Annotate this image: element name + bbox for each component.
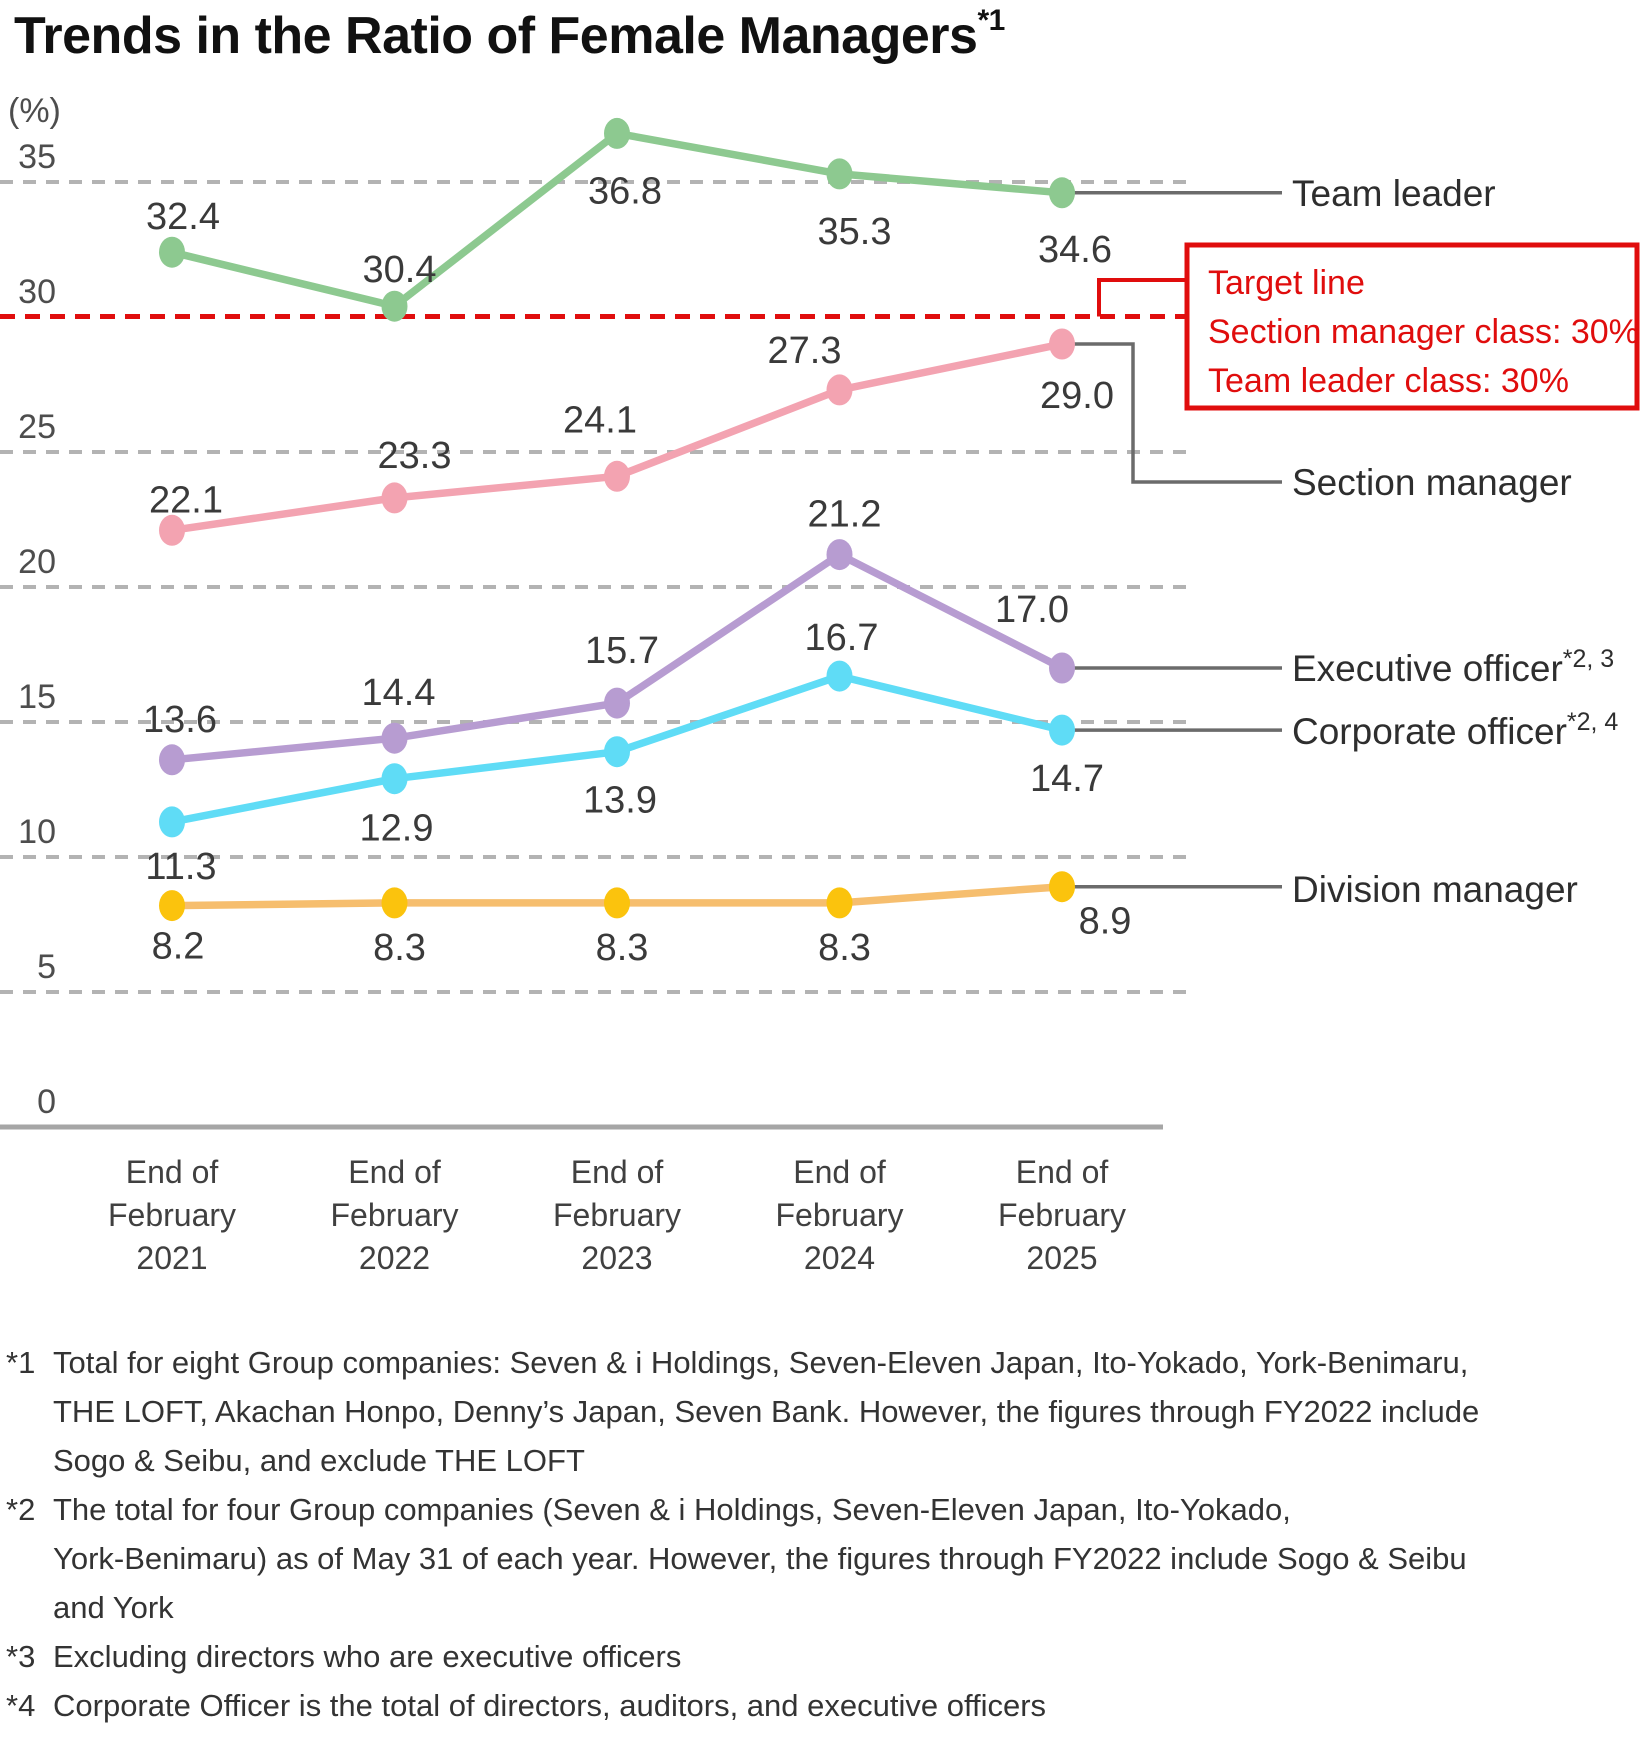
data-label-division_manager-2: 8.3 bbox=[373, 927, 426, 969]
data-label-team_leader-4: 35.3 bbox=[818, 211, 892, 253]
data-point-division_manager-2 bbox=[381, 887, 408, 919]
data-label-executive_officer-2: 14.4 bbox=[362, 672, 436, 714]
footnote-marker: *4 bbox=[6, 1688, 36, 1723]
data-point-corporate_officer-3 bbox=[604, 736, 630, 768]
legend-label-section_manager: Section manager bbox=[1292, 462, 1572, 503]
target-annotation-line-3: Team leader class: 30% bbox=[1208, 362, 1569, 400]
data-point-section_manager-1 bbox=[159, 514, 185, 546]
data-point-team_leader-3 bbox=[604, 117, 630, 149]
target-annotation-connector bbox=[1097, 278, 1187, 317]
data-label-corporate_officer-1: 11.3 bbox=[145, 846, 216, 888]
data-point-team_leader-5 bbox=[1049, 177, 1075, 209]
data-label-division_manager-4: 8.3 bbox=[818, 927, 871, 969]
series-section_manager bbox=[159, 328, 1075, 546]
y-tick-label-30: 30 bbox=[18, 273, 56, 311]
data-point-team_leader-4 bbox=[826, 158, 853, 190]
data-point-corporate_officer-2 bbox=[381, 763, 408, 795]
y-tick-label-25: 25 bbox=[18, 408, 56, 446]
data-label-corporate_officer-4: 16.7 bbox=[805, 617, 879, 659]
legend-label-executive_officer: Executive officer*2, 3 bbox=[1292, 645, 1614, 689]
data-point-section_manager-3 bbox=[604, 460, 630, 492]
series-executive_officer bbox=[159, 539, 1075, 776]
data-point-team_leader-2 bbox=[381, 290, 408, 322]
data-label-team_leader-3: 36.8 bbox=[588, 170, 662, 212]
x-category-label-5: End of February 2025 bbox=[998, 1154, 1126, 1276]
data-point-team_leader-1 bbox=[159, 236, 185, 268]
data-label-team_leader-1: 32.4 bbox=[146, 196, 220, 238]
data-label-executive_officer-5: 17.0 bbox=[995, 589, 1069, 631]
data-label-executive_officer-3: 15.7 bbox=[585, 630, 659, 672]
footnotes: *1 Total for eight Group companies: Seven… bbox=[6, 1338, 1644, 1730]
y-tick-label-35: 35 bbox=[18, 138, 56, 176]
footnote-text: Corporate Officer is the total of direct… bbox=[53, 1688, 1047, 1723]
data-label-team_leader-5: 34.6 bbox=[1038, 229, 1112, 271]
data-point-executive_officer-3 bbox=[604, 687, 630, 719]
data-point-executive_officer-1 bbox=[159, 744, 185, 776]
data-label-executive_officer-1: 13.6 bbox=[143, 699, 217, 741]
target-annotation-line-2: Section manager class: 30% bbox=[1208, 313, 1639, 351]
data-label-section_manager-3: 24.1 bbox=[563, 399, 637, 441]
legend-label-corporate_officer: Corporate officer*2, 4 bbox=[1292, 708, 1618, 752]
series-division_manager bbox=[159, 871, 1075, 922]
series-line-team_leader bbox=[168, 129, 1066, 310]
data-point-executive_officer-2 bbox=[381, 722, 408, 754]
data-label-corporate_officer-2: 12.9 bbox=[360, 808, 434, 850]
data-label-section_manager-1: 22.1 bbox=[149, 479, 223, 521]
line-chart: 35 30 25 20 15 10 5 0 (%) Target line Section mana… bbox=[0, 92, 1640, 1276]
page-title: Trends in the Ratio of Female Managers*1 bbox=[14, 4, 1005, 66]
footnote-marker: *1 bbox=[6, 1345, 36, 1380]
y-tick-label-0: 0 bbox=[37, 1083, 56, 1121]
y-tick-label-5: 5 bbox=[37, 948, 56, 986]
target-annotation-box bbox=[1184, 242, 1640, 411]
series-corporate_officer bbox=[159, 660, 1075, 838]
data-point-division_manager-5 bbox=[1049, 871, 1075, 903]
legend-label-division_manager: Division manager bbox=[1292, 869, 1578, 910]
data-point-section_manager-5 bbox=[1049, 328, 1075, 360]
series-team_leader bbox=[159, 117, 1075, 322]
legend-connector-section_manager bbox=[1062, 342, 1282, 484]
page-title-footnote-ref: *1 bbox=[977, 4, 1005, 37]
x-category-label-4: End of February 2024 bbox=[775, 1154, 903, 1276]
y-tick-label-20: 20 bbox=[18, 543, 56, 581]
data-point-section_manager-4 bbox=[826, 374, 853, 406]
footnote-text: Excluding directors who are executive of… bbox=[53, 1639, 682, 1674]
data-label-section_manager-2: 23.3 bbox=[378, 435, 452, 477]
data-label-corporate_officer-3: 13.9 bbox=[583, 780, 657, 822]
x-category-label-3: End of February 2023 bbox=[553, 1154, 681, 1276]
y-tick-label-15: 15 bbox=[18, 678, 56, 716]
page-title-text: Trends in the Ratio of Female Managers bbox=[14, 7, 978, 65]
footnote-marker: *2 bbox=[6, 1492, 36, 1527]
x-category-label-1: End of February 2021 bbox=[108, 1154, 236, 1276]
y-axis-unit-label: (%) bbox=[8, 92, 61, 130]
data-point-division_manager-3 bbox=[604, 887, 630, 919]
data-label-division_manager-5: 8.9 bbox=[1079, 901, 1132, 943]
data-point-section_manager-2 bbox=[381, 482, 408, 514]
legend-label-team_leader: Team leader bbox=[1292, 173, 1496, 214]
data-label-section_manager-5: 29.0 bbox=[1040, 375, 1114, 417]
data-label-executive_officer-4: 21.2 bbox=[808, 494, 882, 536]
data-point-division_manager-4 bbox=[826, 887, 853, 919]
footnote-marker: *3 bbox=[6, 1639, 36, 1674]
data-point-corporate_officer-4 bbox=[826, 660, 853, 692]
footnote-text: Total for eight Group companies: Seven &… bbox=[53, 1345, 1480, 1478]
data-point-division_manager-1 bbox=[159, 890, 185, 922]
data-label-division_manager-1: 8.2 bbox=[152, 926, 205, 968]
data-point-executive_officer-5 bbox=[1049, 652, 1075, 684]
footnote-1: *1 Total for eight Group companies: Seven… bbox=[6, 1338, 1644, 1485]
footnote-text: The total for four Group companies (Seve… bbox=[53, 1492, 1467, 1625]
data-label-section_manager-4: 27.3 bbox=[768, 330, 842, 372]
data-label-corporate_officer-5: 14.7 bbox=[1030, 758, 1104, 800]
y-tick-label-10: 10 bbox=[18, 813, 56, 851]
data-label-team_leader-2: 30.4 bbox=[363, 249, 437, 291]
target-annotation-line-1: Target line bbox=[1208, 264, 1365, 302]
footnote-4: *4 Corporate Officer is the total of dire… bbox=[6, 1681, 1644, 1730]
data-point-executive_officer-4 bbox=[826, 539, 853, 571]
x-category-label-2: End of February 2022 bbox=[330, 1154, 458, 1276]
footnote-3: *3 Excluding directors who are executive … bbox=[6, 1632, 1644, 1681]
data-point-corporate_officer-5 bbox=[1049, 714, 1075, 746]
footnote-2: *2 The total for four Group companies (Se… bbox=[6, 1485, 1644, 1632]
data-point-corporate_officer-1 bbox=[159, 806, 185, 838]
data-label-division_manager-3: 8.3 bbox=[596, 927, 649, 969]
